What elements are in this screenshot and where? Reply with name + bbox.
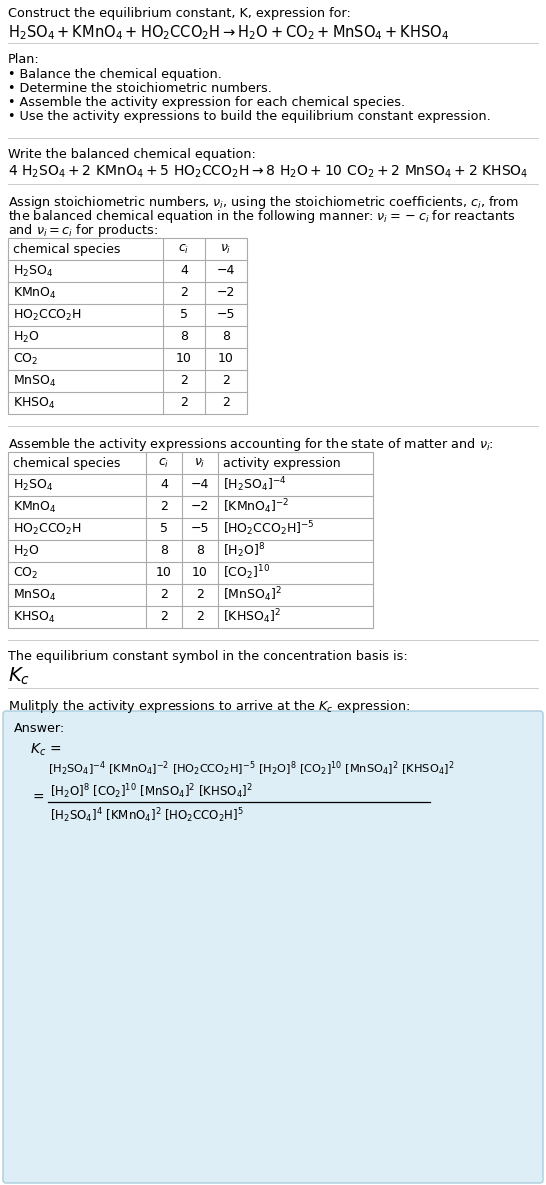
Text: • Assemble the activity expression for each chemical species.: • Assemble the activity expression for e… <box>8 96 405 109</box>
Text: $\mathregular{MnSO_4}$: $\mathregular{MnSO_4}$ <box>13 373 57 389</box>
Text: 2: 2 <box>180 374 188 387</box>
Text: −5: −5 <box>217 308 235 321</box>
Text: 2: 2 <box>196 589 204 602</box>
Text: $\mathregular{H_2SO_4}$: $\mathregular{H_2SO_4}$ <box>13 478 54 493</box>
Text: $c_i$: $c_i$ <box>158 456 170 469</box>
Text: −2: −2 <box>191 500 209 513</box>
Text: 8: 8 <box>196 544 204 557</box>
Text: $\mathregular{[H_2O]^{8}}$: $\mathregular{[H_2O]^{8}}$ <box>223 542 265 561</box>
Text: −5: −5 <box>191 523 209 536</box>
Text: $\mathregular{[KMnO_4]^{-2}}$: $\mathregular{[KMnO_4]^{-2}}$ <box>223 498 289 517</box>
Text: • Determine the stoichiometric numbers.: • Determine the stoichiometric numbers. <box>8 82 272 95</box>
Bar <box>8 238 247 414</box>
Text: 5: 5 <box>180 308 188 321</box>
Text: $\mathregular{KHSO_4}$: $\mathregular{KHSO_4}$ <box>13 609 56 624</box>
Text: Assemble the activity expressions accounting for the state of matter and $\nu_i$: Assemble the activity expressions accoun… <box>8 436 494 453</box>
Text: −4: −4 <box>191 479 209 492</box>
Text: Construct the equilibrium constant, K, expression for:: Construct the equilibrium constant, K, e… <box>8 7 351 20</box>
Text: • Balance the chemical equation.: • Balance the chemical equation. <box>8 68 222 81</box>
Text: 2: 2 <box>222 397 230 410</box>
Text: Mulitply the activity expressions to arrive at the $\mathit{K_c}$ expression:: Mulitply the activity expressions to arr… <box>8 698 410 715</box>
Text: 2: 2 <box>160 610 168 623</box>
Text: −4: −4 <box>217 264 235 277</box>
Text: chemical species: chemical species <box>13 243 120 256</box>
Text: 10: 10 <box>192 566 208 579</box>
Text: $\mathregular{4\ H_2SO_4 + 2\ KMnO_4 + 5\ HO_2CCO_2H \rightarrow 8\ H_2O + 10\ C: $\mathregular{4\ H_2SO_4 + 2\ KMnO_4 + 5… <box>8 164 529 180</box>
Text: $\mathregular{CO_2}$: $\mathregular{CO_2}$ <box>13 352 38 366</box>
Text: 4: 4 <box>180 264 188 277</box>
Text: $\mathregular{CO_2}$: $\mathregular{CO_2}$ <box>13 565 38 581</box>
Text: Answer:: Answer: <box>14 722 66 735</box>
Text: Assign stoichiometric numbers, $\nu_i$, using the stoichiometric coefficients, $: Assign stoichiometric numbers, $\nu_i$, … <box>8 194 519 211</box>
Text: Plan:: Plan: <box>8 53 40 66</box>
Text: $\mathregular{[HO_2CCO_2H]^{-5}}$: $\mathregular{[HO_2CCO_2H]^{-5}}$ <box>223 520 314 538</box>
Text: $\mathregular{H_2O}$: $\mathregular{H_2O}$ <box>13 329 39 345</box>
Text: $\mathit{K_c}$ =: $\mathit{K_c}$ = <box>30 742 61 758</box>
Text: $\mathregular{[H_2SO_4]^{-4}}$: $\mathregular{[H_2SO_4]^{-4}}$ <box>223 475 287 494</box>
Text: $\mathregular{HO_2CCO_2H}$: $\mathregular{HO_2CCO_2H}$ <box>13 307 82 322</box>
Text: 2: 2 <box>160 500 168 513</box>
Text: $\mathregular{[CO_2]^{10}}$: $\mathregular{[CO_2]^{10}}$ <box>223 564 270 582</box>
Text: $\nu_i$: $\nu_i$ <box>221 243 232 256</box>
Text: $\mathregular{[H_2SO_4]^{4}\ [KMnO_4]^{2}\ [HO_2CCO_2H]^{5}}$: $\mathregular{[H_2SO_4]^{4}\ [KMnO_4]^{2… <box>50 806 244 825</box>
Text: activity expression: activity expression <box>223 456 341 469</box>
Text: $\mathregular{H_2SO_4 + KMnO_4 + HO_2CCO_2H \rightarrow H_2O + CO_2 + MnSO_4 + K: $\mathregular{H_2SO_4 + KMnO_4 + HO_2CCO… <box>8 23 449 41</box>
Text: 2: 2 <box>222 374 230 387</box>
FancyBboxPatch shape <box>3 711 543 1183</box>
Text: The equilibrium constant symbol in the concentration basis is:: The equilibrium constant symbol in the c… <box>8 651 408 662</box>
Text: $\mathregular{H_2SO_4}$: $\mathregular{H_2SO_4}$ <box>13 263 54 278</box>
Text: 8: 8 <box>222 331 230 344</box>
Text: 5: 5 <box>160 523 168 536</box>
Text: $\mathregular{[H_2SO_4]^{-4}\ [KMnO_4]^{-2}\ [HO_2CCO_2H]^{-5}\ [H_2O]^{8}\ [CO_: $\mathregular{[H_2SO_4]^{-4}\ [KMnO_4]^{… <box>48 760 454 779</box>
Text: $\mathregular{[KHSO_4]^{2}}$: $\mathregular{[KHSO_4]^{2}}$ <box>223 608 281 627</box>
Text: $\mathregular{MnSO_4}$: $\mathregular{MnSO_4}$ <box>13 588 57 602</box>
Text: the balanced chemical equation in the following manner: $\nu_i = -c_i$ for react: the balanced chemical equation in the fo… <box>8 209 515 225</box>
Text: • Use the activity expressions to build the equilibrium constant expression.: • Use the activity expressions to build … <box>8 110 491 123</box>
Text: 8: 8 <box>180 331 188 344</box>
Text: $\mathregular{KMnO_4}$: $\mathregular{KMnO_4}$ <box>13 286 57 301</box>
Text: $\mathregular{HO_2CCO_2H}$: $\mathregular{HO_2CCO_2H}$ <box>13 521 82 537</box>
Text: $\mathregular{KHSO_4}$: $\mathregular{KHSO_4}$ <box>13 396 56 410</box>
Text: Write the balanced chemical equation:: Write the balanced chemical equation: <box>8 148 256 161</box>
Text: 2: 2 <box>160 589 168 602</box>
Text: $\mathregular{KMnO_4}$: $\mathregular{KMnO_4}$ <box>13 499 57 514</box>
Text: 10: 10 <box>176 352 192 365</box>
Text: $\mathit{K_c}$: $\mathit{K_c}$ <box>8 666 30 687</box>
Bar <box>8 451 373 628</box>
Text: $\mathregular{H_2O}$: $\mathregular{H_2O}$ <box>13 544 39 558</box>
Text: 10: 10 <box>218 352 234 365</box>
Text: 4: 4 <box>160 479 168 492</box>
Text: $\mathregular{[MnSO_4]^{2}}$: $\mathregular{[MnSO_4]^{2}}$ <box>223 585 282 604</box>
Text: and $\nu_i = c_i$ for products:: and $\nu_i = c_i$ for products: <box>8 222 158 239</box>
Text: chemical species: chemical species <box>13 456 120 469</box>
Text: $\mathregular{[H_2O]^{8}\ [CO_2]^{10}\ [MnSO_4]^{2}\ [KHSO_4]^{2}}$: $\mathregular{[H_2O]^{8}\ [CO_2]^{10}\ [… <box>50 782 253 801</box>
Text: 10: 10 <box>156 566 172 579</box>
Text: $c_i$: $c_i$ <box>179 243 189 256</box>
Text: 8: 8 <box>160 544 168 557</box>
Text: −2: −2 <box>217 287 235 300</box>
Text: $=$: $=$ <box>30 789 45 803</box>
Text: 2: 2 <box>180 397 188 410</box>
Text: 2: 2 <box>180 287 188 300</box>
Text: 2: 2 <box>196 610 204 623</box>
Text: $\nu_i$: $\nu_i$ <box>194 456 206 469</box>
